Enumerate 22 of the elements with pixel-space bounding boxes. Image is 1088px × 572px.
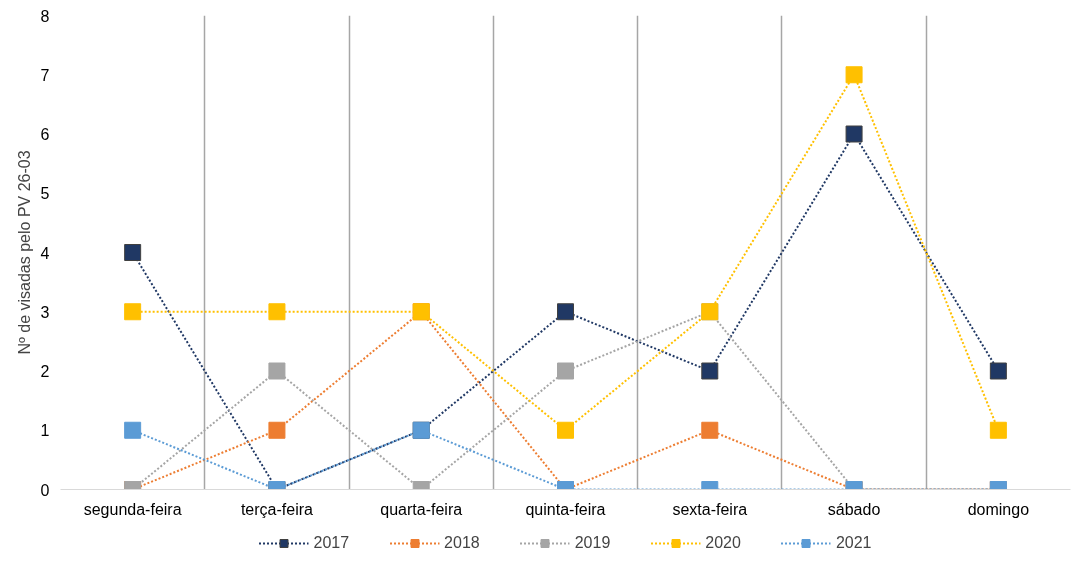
x-tick-label: quinta-feira <box>525 500 606 518</box>
legend-label: 2019 <box>574 533 611 552</box>
legend-label: 2018 <box>444 533 480 552</box>
legend-label: 2021 <box>835 533 872 552</box>
x-tick-label: sábado <box>827 500 881 518</box>
y-tick-label: 4 <box>40 244 50 262</box>
y-tick-label: 5 <box>40 185 50 203</box>
y-tick-label: 2 <box>40 363 50 380</box>
x-tick-label: domingo <box>967 500 1030 518</box>
y-tick-label: 6 <box>40 126 50 143</box>
x-tick-label: sexta-feira <box>672 500 748 518</box>
x-tick-label: terça-feira <box>240 500 314 518</box>
y-tick-label: 8 <box>40 7 50 25</box>
y-tick-label: 1 <box>40 422 50 440</box>
y-tick-label: 0 <box>40 481 50 499</box>
y-axis-title: Nº de visadas pelo PV 26-03 <box>15 150 33 355</box>
y-tick-label: 3 <box>40 303 50 321</box>
legend-label: 2017 <box>313 533 350 552</box>
x-tick-label: quarta-feira <box>380 500 463 518</box>
legend-label: 2020 <box>705 533 741 552</box>
y-tick-label: 7 <box>40 66 50 84</box>
x-tick-label: segunda-feira <box>83 500 182 518</box>
